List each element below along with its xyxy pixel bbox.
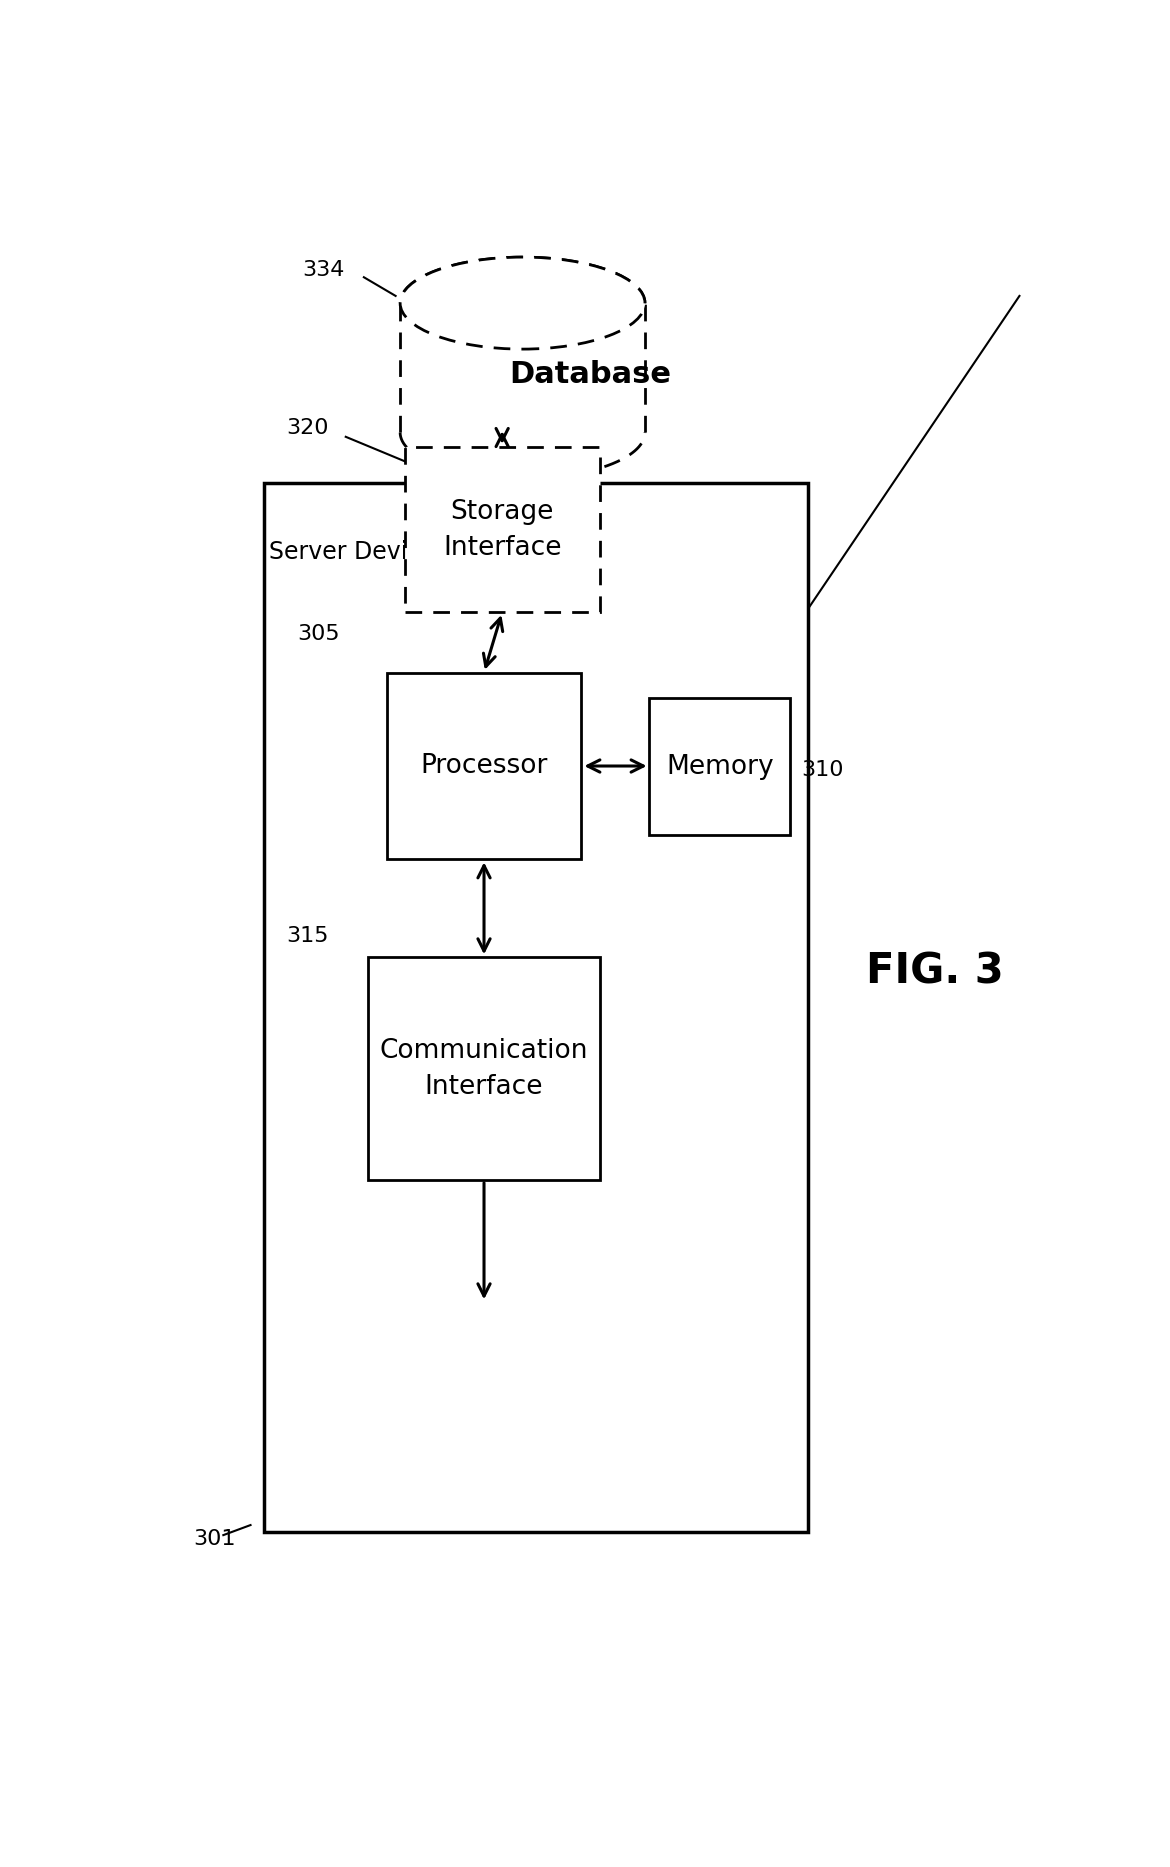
Ellipse shape: [400, 258, 645, 349]
Text: FIG. 3: FIG. 3: [866, 950, 1004, 993]
Bar: [405, 446, 599, 612]
Text: Processor: Processor: [420, 752, 548, 779]
Bar: [386, 672, 581, 859]
Text: 301: 301: [193, 1529, 235, 1550]
Text: Database: Database: [510, 360, 672, 390]
Bar: [649, 698, 790, 835]
Text: 315: 315: [287, 926, 329, 947]
Bar: [264, 484, 808, 1533]
Text: 334: 334: [302, 260, 344, 280]
Text: 310: 310: [801, 760, 844, 780]
Text: 305: 305: [297, 624, 339, 644]
Text: Server Device: Server Device: [269, 540, 434, 564]
Text: Communication
Interface: Communication Interface: [380, 1038, 589, 1100]
Bar: [369, 958, 599, 1180]
Text: Memory: Memory: [666, 754, 773, 780]
Text: Storage
Interface: Storage Interface: [443, 498, 562, 560]
Text: 320: 320: [287, 418, 329, 439]
Bar: [400, 302, 645, 433]
